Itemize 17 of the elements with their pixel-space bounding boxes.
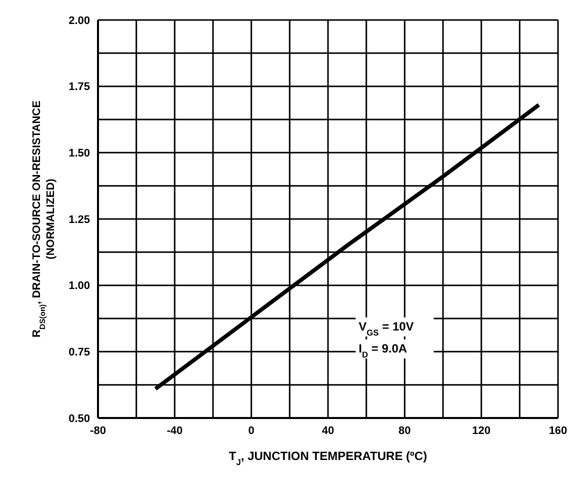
annotation: I$_{D}$ = 9.0A [358,341,408,360]
x-tick-label: 80 [398,424,411,437]
y-tick-label: 1.50 [68,148,90,160]
x-tick-label: 120 [472,424,491,437]
x-axis-title: T$_{J}$, JUNCTION TEMPERATURE (ºC) [228,449,428,467]
x-tick-label: 0 [248,424,254,437]
y-tick-label: 1.00 [68,280,90,292]
y-tick-label: 1.75 [68,81,90,94]
y-tick-label: 0.75 [68,346,90,359]
annotation: V$_{GS}$ = 10V [358,319,414,338]
x-tick-label: -80 [90,424,106,437]
y-tick-label: 2.00 [68,14,90,27]
y-tick-label: 0.50 [68,412,90,425]
x-tick-label: -40 [166,424,183,437]
x-tick-label: 160 [548,424,568,437]
y-tick-label: 1.25 [68,214,90,226]
x-tick-label: 40 [322,424,334,437]
